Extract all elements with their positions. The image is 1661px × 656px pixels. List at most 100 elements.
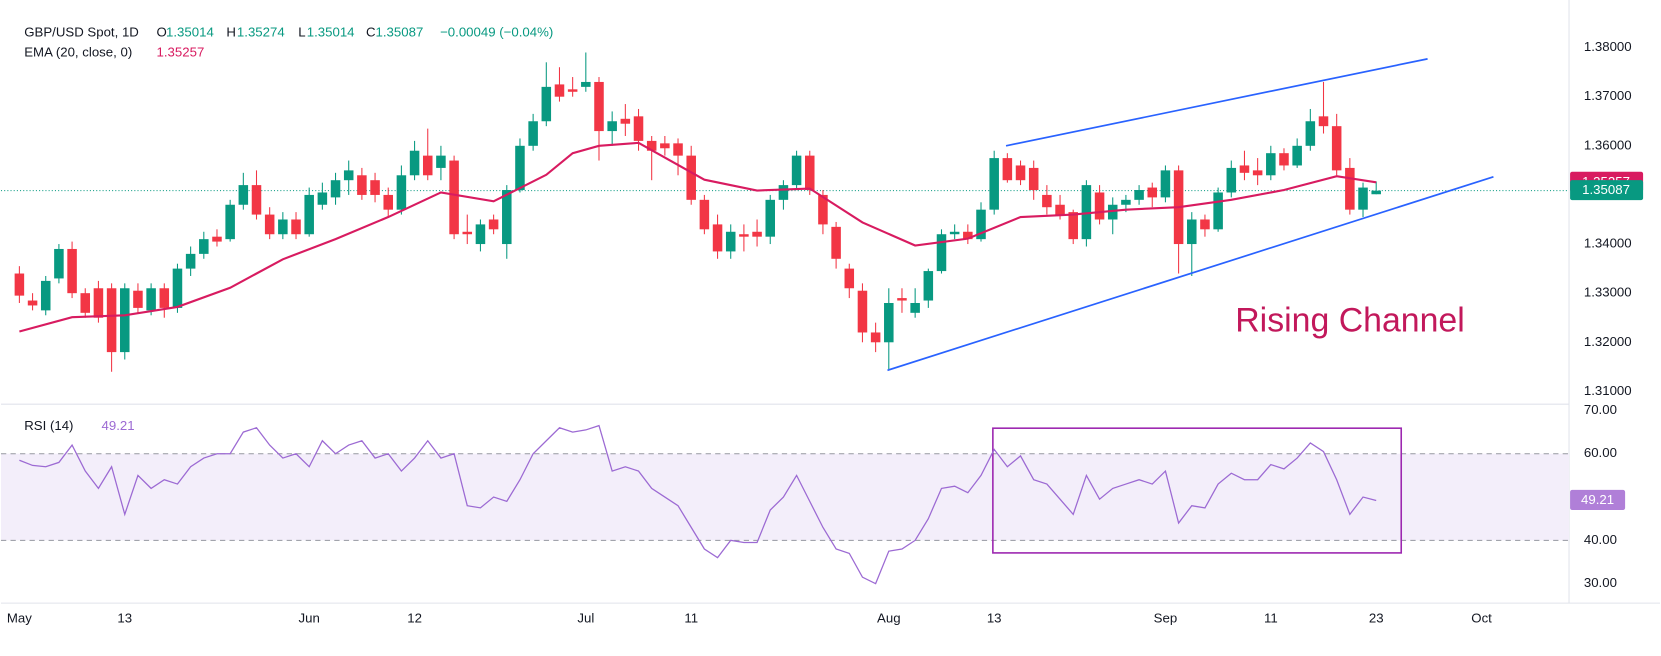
candle-body xyxy=(633,116,644,141)
candle-body xyxy=(449,160,459,235)
candle-body xyxy=(54,248,64,279)
candle-body xyxy=(1107,204,1118,220)
rsi-line xyxy=(19,424,1377,585)
candle-body xyxy=(607,121,617,132)
candle-body xyxy=(752,231,762,237)
candle-body xyxy=(791,155,802,186)
candle-body xyxy=(1094,192,1105,220)
candle-body xyxy=(1160,170,1171,198)
candle-body xyxy=(1055,204,1065,215)
ohlc-letter: C xyxy=(366,24,376,39)
candle-body xyxy=(120,288,130,353)
candle-body xyxy=(805,155,815,191)
candle-body xyxy=(1358,187,1368,210)
candle-body xyxy=(1147,187,1158,198)
candle-body xyxy=(1331,126,1342,171)
x-tick-label: Jul xyxy=(577,610,594,625)
candle-body xyxy=(541,86,552,122)
x-tick-label: 23 xyxy=(1369,610,1384,625)
y-tick-label: 1.32000 xyxy=(1584,334,1632,349)
candle-body xyxy=(844,268,855,289)
candle-body xyxy=(225,204,235,240)
candle-body xyxy=(1279,153,1289,166)
y-tick-label: 1.31000 xyxy=(1584,383,1632,398)
channel-annotation: Rising Channel xyxy=(1235,302,1465,340)
candle-body xyxy=(963,231,973,240)
x-tick-label: 13 xyxy=(987,610,1002,625)
rsi-band xyxy=(0,453,1570,541)
candle-body xyxy=(1252,170,1263,176)
candle-body xyxy=(1042,194,1052,208)
candle-body xyxy=(765,199,776,237)
candle-body xyxy=(1305,121,1316,146)
ema-legend: EMA (20, close, 0) xyxy=(24,44,132,59)
candle-body xyxy=(357,175,367,195)
y-tick-label: 1.37000 xyxy=(1584,88,1632,103)
candle-body xyxy=(725,231,736,252)
ohlc-letter: L xyxy=(298,24,305,39)
main-layer xyxy=(14,52,1403,554)
candle-body xyxy=(462,231,473,235)
candle-body xyxy=(396,175,407,210)
candle-body xyxy=(370,180,380,195)
candle-body xyxy=(646,140,657,151)
ohlc-letter: O xyxy=(157,24,167,39)
candle-body xyxy=(409,150,420,176)
candle-body xyxy=(1345,167,1355,210)
candle-body xyxy=(304,194,314,235)
candle-body xyxy=(686,155,696,200)
candle-body xyxy=(343,170,354,181)
candle-body xyxy=(264,214,275,235)
ohlc-value: 1.35014 xyxy=(166,24,214,39)
candle-body xyxy=(1028,167,1039,191)
x-tick-label: Aug xyxy=(877,610,901,625)
x-tick-label: Sep xyxy=(1154,610,1178,625)
candle-body xyxy=(870,332,881,343)
candle-body xyxy=(291,219,301,235)
y-tick-label: 30.00 xyxy=(1584,575,1617,590)
candle-body xyxy=(1081,185,1092,240)
candle-body xyxy=(212,236,222,242)
candle-body xyxy=(673,143,683,156)
candle-body xyxy=(897,298,907,301)
candle-body xyxy=(133,290,143,308)
candle-body xyxy=(251,185,262,215)
candle-body xyxy=(567,89,578,92)
candle-body xyxy=(488,219,499,230)
back-layer xyxy=(0,190,1570,541)
candle-body xyxy=(778,185,789,200)
last-price-tag-label: 1.35087 xyxy=(1582,182,1630,197)
rsi-range-box xyxy=(992,427,1403,554)
candle-body xyxy=(857,290,868,333)
candle-body xyxy=(1015,165,1026,181)
candle-body xyxy=(146,288,156,311)
change-label: −0.00049 (−0.04%) xyxy=(440,24,553,39)
candle-body xyxy=(502,190,512,245)
ohlc-letter: H xyxy=(226,24,236,39)
candle-body xyxy=(278,219,288,235)
candle-body xyxy=(159,288,170,308)
y-tick-label: 1.34000 xyxy=(1584,236,1632,251)
candle-body xyxy=(818,194,828,225)
candle-body xyxy=(1134,190,1144,200)
candle-body xyxy=(422,155,433,176)
candle-body xyxy=(910,302,920,313)
candle-body xyxy=(1239,165,1250,173)
candle-body xyxy=(923,271,934,301)
candle-body xyxy=(581,81,591,87)
candle-body xyxy=(383,194,393,210)
candle-body xyxy=(515,145,525,191)
candle-body xyxy=(317,192,328,205)
x-tick-label: 13 xyxy=(117,610,132,625)
candle-body xyxy=(831,226,841,259)
x-tick-label: Oct xyxy=(1471,610,1492,625)
y-tick-label: 70.00 xyxy=(1584,402,1617,417)
candle-body xyxy=(528,121,538,146)
candle-body xyxy=(172,268,183,308)
candle-body xyxy=(554,84,565,97)
x-tick-label: May xyxy=(7,610,32,625)
y-tick-label: 1.36000 xyxy=(1584,137,1632,152)
x-tick-label: Jun xyxy=(299,610,320,625)
rsi-legend-value: 49.21 xyxy=(101,418,134,433)
